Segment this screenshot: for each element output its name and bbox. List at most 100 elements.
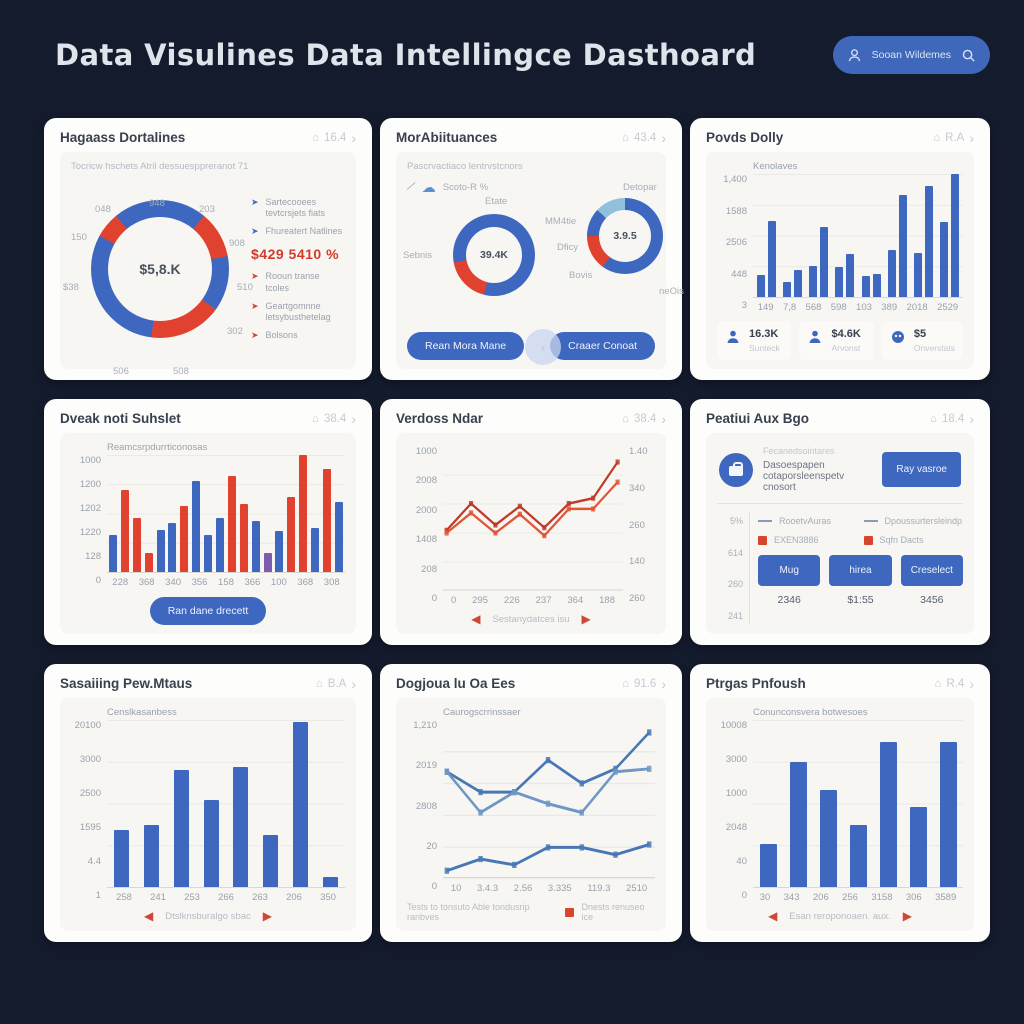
card-meta[interactable]: ⌂ R.4 › — [934, 675, 974, 692]
read-more-button[interactable]: Rean Mora Mane — [407, 332, 525, 360]
bar — [872, 273, 881, 297]
card-meta[interactable]: ⌂ 18.4 › — [930, 410, 974, 427]
chevron-right-icon: › — [969, 410, 974, 427]
stats-row: 16.3K Sunteck $4.6K Arvonst $5 Onverstats — [717, 321, 964, 360]
card-meta-value: 16.4 — [323, 131, 347, 144]
y-tick: 2808 — [415, 800, 437, 812]
cloud-icon: ☁ — [421, 179, 436, 195]
x-tick: 206 — [286, 892, 302, 903]
note-row: ⟋ ☁ Scoto-R % — [406, 179, 655, 195]
bar — [120, 490, 129, 572]
card-meta[interactable]: ⌂ 38.4 › — [312, 412, 356, 426]
legend-label: Geartgomnne letsybusthetelag — [265, 300, 331, 322]
x-tick: 263 — [252, 892, 268, 903]
bar — [759, 843, 777, 887]
chevron-right-icon: › — [969, 675, 974, 692]
card-meta[interactable]: ⌂ 91.6 › — [622, 677, 666, 691]
legend-item: ➤ Geartgomnne letsybusthetelag — [251, 301, 345, 324]
y-tick: 1202 — [79, 503, 101, 514]
y-tick: 260 — [629, 593, 645, 604]
donut-b-label-4: neOis — [659, 286, 684, 297]
footer-label: Dtslknsburalgo sbac — [165, 910, 251, 922]
info-banner: Fecanedsointares Dasoespapen cotaporslee… — [717, 442, 963, 504]
legend-label: Bolsons — [265, 330, 298, 341]
x-tick: 100 — [270, 577, 287, 588]
bar — [939, 741, 957, 887]
card-meta[interactable]: ⌂ R.A › — [933, 131, 974, 145]
donut-b-top-label: Detopar — [623, 182, 657, 193]
action-button[interactable]: Mug — [758, 555, 821, 586]
card-donut-summary: Hagaass Dortalines ⌂ 16.4 › Tocricw hsch… — [44, 118, 372, 380]
chevron-right-icon: › — [661, 410, 666, 427]
x-tick: 306 — [905, 892, 922, 903]
card-meta[interactable]: ⌂ B.A › — [316, 677, 356, 691]
y-tick: 1 — [95, 890, 101, 901]
bar-plot — [753, 720, 963, 888]
next-arrow-icon[interactable]: ▶ — [581, 612, 591, 626]
footer-text: Tests to tonsuto Able tondusrip ranbves — [407, 902, 530, 922]
chart-label: Censlkasanbess — [107, 707, 177, 718]
run-data-button[interactable]: Ran dane drecett — [149, 597, 267, 625]
y-tick: 2500 — [79, 788, 101, 799]
prev-arrow-icon[interactable]: ◀ — [768, 909, 778, 923]
bar — [239, 504, 248, 572]
next-arrow-icon[interactable]: ▶ — [262, 909, 272, 923]
action-button[interactable]: hirea — [829, 555, 892, 586]
x-tick: 368 — [297, 577, 314, 588]
line-chart — [443, 459, 623, 591]
donut-a-top-label: Etate — [485, 196, 508, 207]
bar — [114, 830, 130, 887]
y-tick: 0 — [431, 881, 437, 892]
card-meta[interactable]: ⌂ 38.4 › — [622, 410, 666, 427]
y-axis-left: 1000 2008 2000 1408 208 0 — [407, 446, 437, 606]
bar — [793, 269, 802, 297]
briefcase-icon — [719, 452, 753, 487]
legend-item: EXEN3886 — [758, 535, 858, 545]
bar-plot — [107, 720, 345, 888]
back-circle-icon[interactable]: ‹ — [525, 329, 561, 365]
y-tick: 2019 — [415, 760, 437, 772]
y-tick: 1595 — [79, 822, 101, 833]
card-red-lines: Verdoss Ndar ⌂ 38.4 › 1000 2008 2000 1408 20… — [380, 399, 682, 645]
legend: RooetvAuras Dpoussurtersleindp EXEN3886 Sqf… — [758, 516, 963, 545]
button-value: $1:55 — [847, 594, 874, 606]
card-meta-value: B.A — [327, 677, 347, 690]
create-contact-button[interactable]: Craaer Conoat — [550, 332, 655, 360]
x-tick: 364 — [567, 595, 584, 606]
arrow-icon: ➤ — [251, 300, 259, 311]
bar — [820, 226, 829, 297]
stat-value: $5 — [913, 328, 927, 340]
x-tick: 2.56 — [513, 883, 533, 894]
x-tick: 598 — [830, 302, 847, 313]
banner-text: Dasoespapen cotaporsleenspetv cnosort — [763, 460, 845, 493]
legend-item: RooetvAuras — [758, 516, 858, 526]
user-search-button[interactable]: Sooan Wildemes — [832, 36, 990, 74]
prev-arrow-icon[interactable]: ◀ — [471, 612, 481, 626]
next-arrow-icon[interactable]: ▶ — [902, 909, 912, 923]
action-button[interactable]: Creselect — [900, 555, 963, 586]
donut-a-center: 39.4K — [479, 249, 509, 261]
y-tick: 2506 — [725, 237, 747, 248]
ring-label: 150 — [71, 232, 87, 243]
y-tick: 0 — [95, 575, 101, 586]
card-meta[interactable]: ⌂ 16.4 › — [312, 131, 356, 145]
bar-group — [835, 174, 855, 297]
y-tick: 0 — [741, 890, 747, 901]
donut-a: 39.4K — [453, 214, 535, 296]
y-tick: 208 — [421, 563, 437, 575]
stat-chip: 16.3K Sunteck — [717, 321, 792, 360]
axis-tick: 241 — [727, 610, 743, 621]
bar — [292, 721, 308, 887]
search-icon[interactable] — [961, 48, 976, 63]
bar — [156, 529, 165, 572]
y-tick: 2000 — [415, 504, 437, 516]
bar — [203, 800, 219, 887]
pay-source-button[interactable]: Ray vasroe — [882, 452, 961, 487]
y-tick: 0 — [431, 592, 437, 604]
card-meta-value: 91.6 — [633, 677, 657, 690]
y-tick: 340 — [629, 482, 645, 494]
card-meta[interactable]: ⌂ 43.4 › — [622, 131, 666, 145]
x-tick: 308 — [323, 577, 340, 588]
prev-arrow-icon[interactable]: ◀ — [143, 909, 154, 923]
bar — [263, 835, 279, 887]
